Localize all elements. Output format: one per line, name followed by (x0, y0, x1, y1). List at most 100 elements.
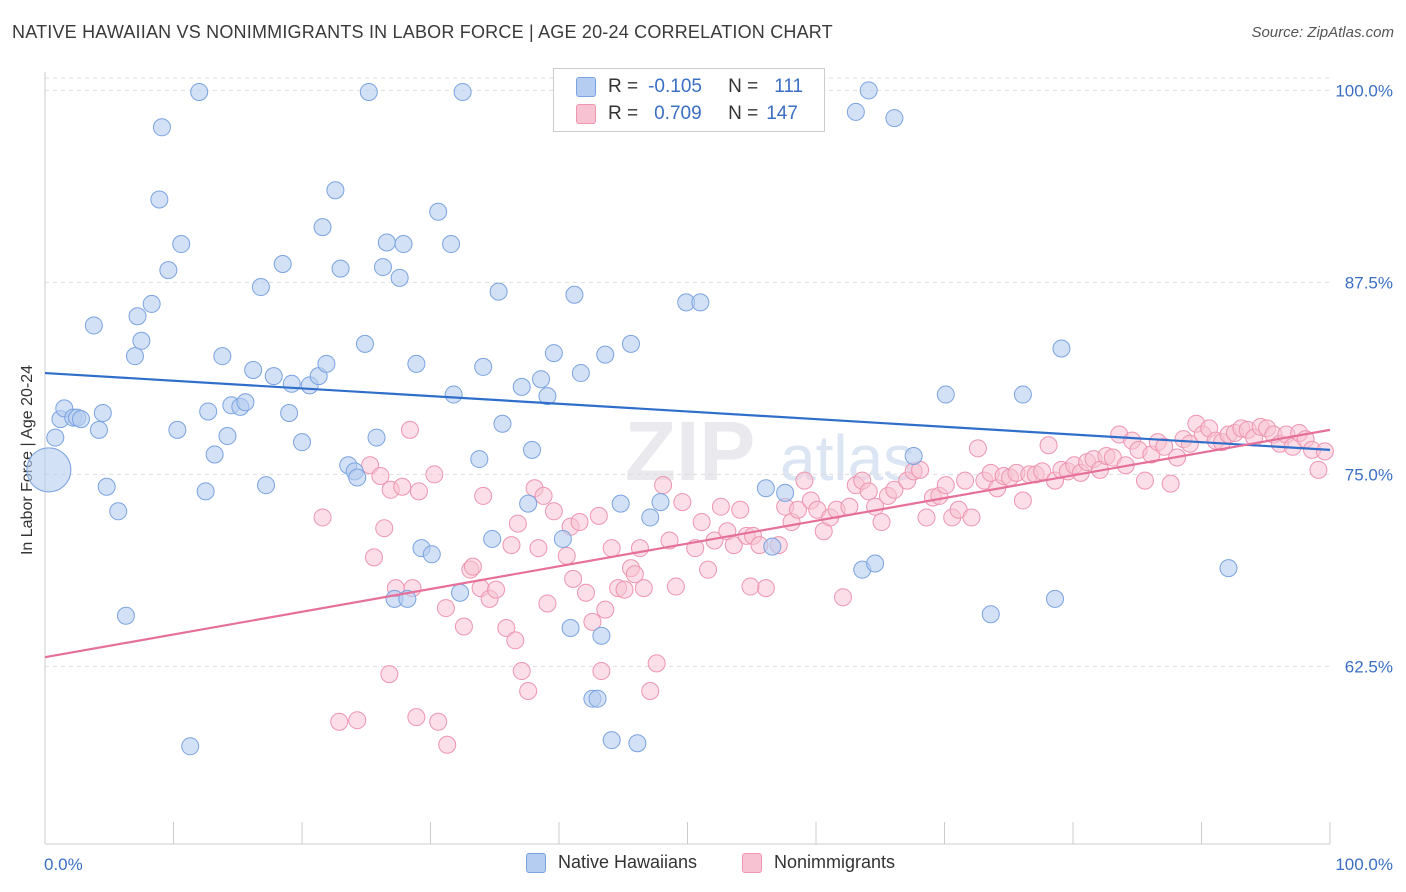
nonimmigrants-point (724, 536, 743, 555)
nonimmigrants-point (454, 617, 473, 636)
legend-row-native-hawaiians: R = -0.105 N = 111 (554, 74, 803, 100)
nonimmigrants-point (380, 665, 399, 684)
nonimmigrants-point (692, 513, 711, 532)
native-hawaiians-point (776, 483, 795, 502)
nonimmigrants-point (641, 682, 660, 701)
native-hawaiians-point (453, 82, 472, 101)
native-hawaiians-point (691, 293, 710, 312)
y-tick-label: 62.5% (1345, 657, 1393, 676)
native-hawaiians-point (89, 420, 108, 439)
native-hawaiians-point (1219, 559, 1238, 578)
legend-n-label: N = (728, 76, 759, 97)
native-hawaiians-point (257, 476, 276, 495)
native-hawaiians-point (846, 102, 865, 121)
nonimmigrants-point (429, 712, 448, 731)
nonimmigrants-point (436, 599, 455, 618)
nonimmigrants-point (859, 482, 878, 501)
nonimmigrants-point (756, 579, 775, 598)
native-hawaiians-point (532, 370, 551, 389)
native-hawaiians-point (1046, 589, 1065, 608)
native-hawaiians-point (93, 403, 112, 422)
native-hawaiians-point (1052, 339, 1071, 358)
native-hawaiians-point (859, 81, 878, 100)
nonimmigrants-point (506, 631, 525, 650)
native-hawaiians-point (451, 583, 470, 602)
legend-label-nonimmigrants: Nonimmigrants (774, 852, 896, 872)
native-hawaiians-point (553, 529, 572, 548)
y-tick-label: 100.0% (1335, 81, 1393, 100)
nonimmigrants-point (625, 565, 644, 584)
nonimmigrants-point (508, 514, 527, 533)
nonimmigrants-point (956, 471, 975, 490)
nonimmigrants-point (596, 600, 615, 619)
native-hawaiians-point (172, 235, 191, 254)
native-hawaiians-point (483, 529, 502, 548)
nonimmigrants-point (615, 580, 634, 599)
native-hawaiians-point (168, 420, 187, 439)
nonimmigrants-point (654, 476, 673, 495)
native-hawaiians-point (641, 508, 660, 527)
nonimmigrants-point (666, 577, 685, 596)
legend-swatch-blue (576, 77, 596, 97)
native-hawaiians-point (109, 502, 128, 521)
nonimmigrants-point (570, 513, 589, 532)
nonimmigrants-point (602, 539, 621, 558)
x-tick-label: 100.0% (1335, 855, 1393, 874)
native-hawaiians-point (317, 354, 336, 373)
native-hawaiians-point (26, 447, 72, 493)
native-hawaiians-point (1013, 385, 1032, 404)
nonimmigrants-point (1161, 474, 1180, 493)
nonimmigrants-point (463, 557, 482, 576)
native-hawaiians-point (885, 109, 904, 128)
nonimmigrants-point (962, 508, 981, 527)
nonimmigrants-point (731, 500, 750, 519)
native-hawaiians-point (756, 479, 775, 498)
native-hawaiians-point (592, 626, 611, 645)
native-hawaiians-point (348, 468, 367, 487)
y-tick-label: 87.5% (1345, 273, 1393, 292)
nonimmigrants-point (699, 560, 718, 579)
native-hawaiians-point (244, 360, 263, 379)
nonimmigrants-point (968, 439, 987, 458)
native-hawaiians-point (904, 447, 923, 465)
native-hawaiians-point (264, 367, 283, 386)
native-hawaiians-point (142, 294, 161, 313)
nonimmigrants-point (741, 577, 760, 596)
native-hawaiians-point (359, 82, 378, 101)
native-hawaiians-point (125, 347, 144, 366)
nonimmigrants-point (534, 486, 553, 505)
nonimmigrants-point (634, 579, 653, 598)
legend-n-label: N = (728, 103, 759, 124)
native-hawaiians-point (474, 357, 493, 376)
native-hawaiians-point (936, 385, 955, 404)
legend-swatch-blue (526, 852, 546, 873)
native-hawaiians-point (544, 344, 563, 363)
nonimmigrants-point (840, 497, 859, 516)
legend-row-nonimmigrants: R = 0.709 N = 147 (554, 101, 798, 127)
native-hawaiians-point (519, 494, 538, 513)
nonimmigrants-point (576, 583, 595, 602)
native-hawaiians-point (394, 235, 413, 254)
nonimmigrants-point (1013, 491, 1032, 510)
nonimmigrants-point (1180, 434, 1199, 453)
native-hawaiians-point (470, 450, 489, 469)
nonimmigrants-point (795, 471, 814, 490)
nonimmigrants-point (564, 569, 583, 588)
native-hawaiians-point (651, 493, 670, 512)
nonimmigrants-point (673, 493, 692, 512)
native-hawaiians-point (512, 377, 531, 396)
native-hawaiians-point (196, 482, 215, 501)
nonimmigrants-point (538, 594, 557, 613)
native-hawaiians-point (181, 737, 200, 756)
nonimmigrants-point (512, 662, 531, 681)
native-hawaiians-point (588, 689, 607, 708)
nonimmigrants-trendline (44, 428, 1331, 659)
native-hawaiians-point (763, 537, 782, 556)
nonimmigrants-point (409, 482, 428, 501)
nonimmigrants-point (660, 531, 679, 550)
y-tick-label: 75.0% (1345, 465, 1393, 484)
native-hawaiians-point (422, 545, 441, 564)
native-hawaiians-point (313, 218, 332, 237)
native-hawaiians-point (159, 261, 178, 280)
